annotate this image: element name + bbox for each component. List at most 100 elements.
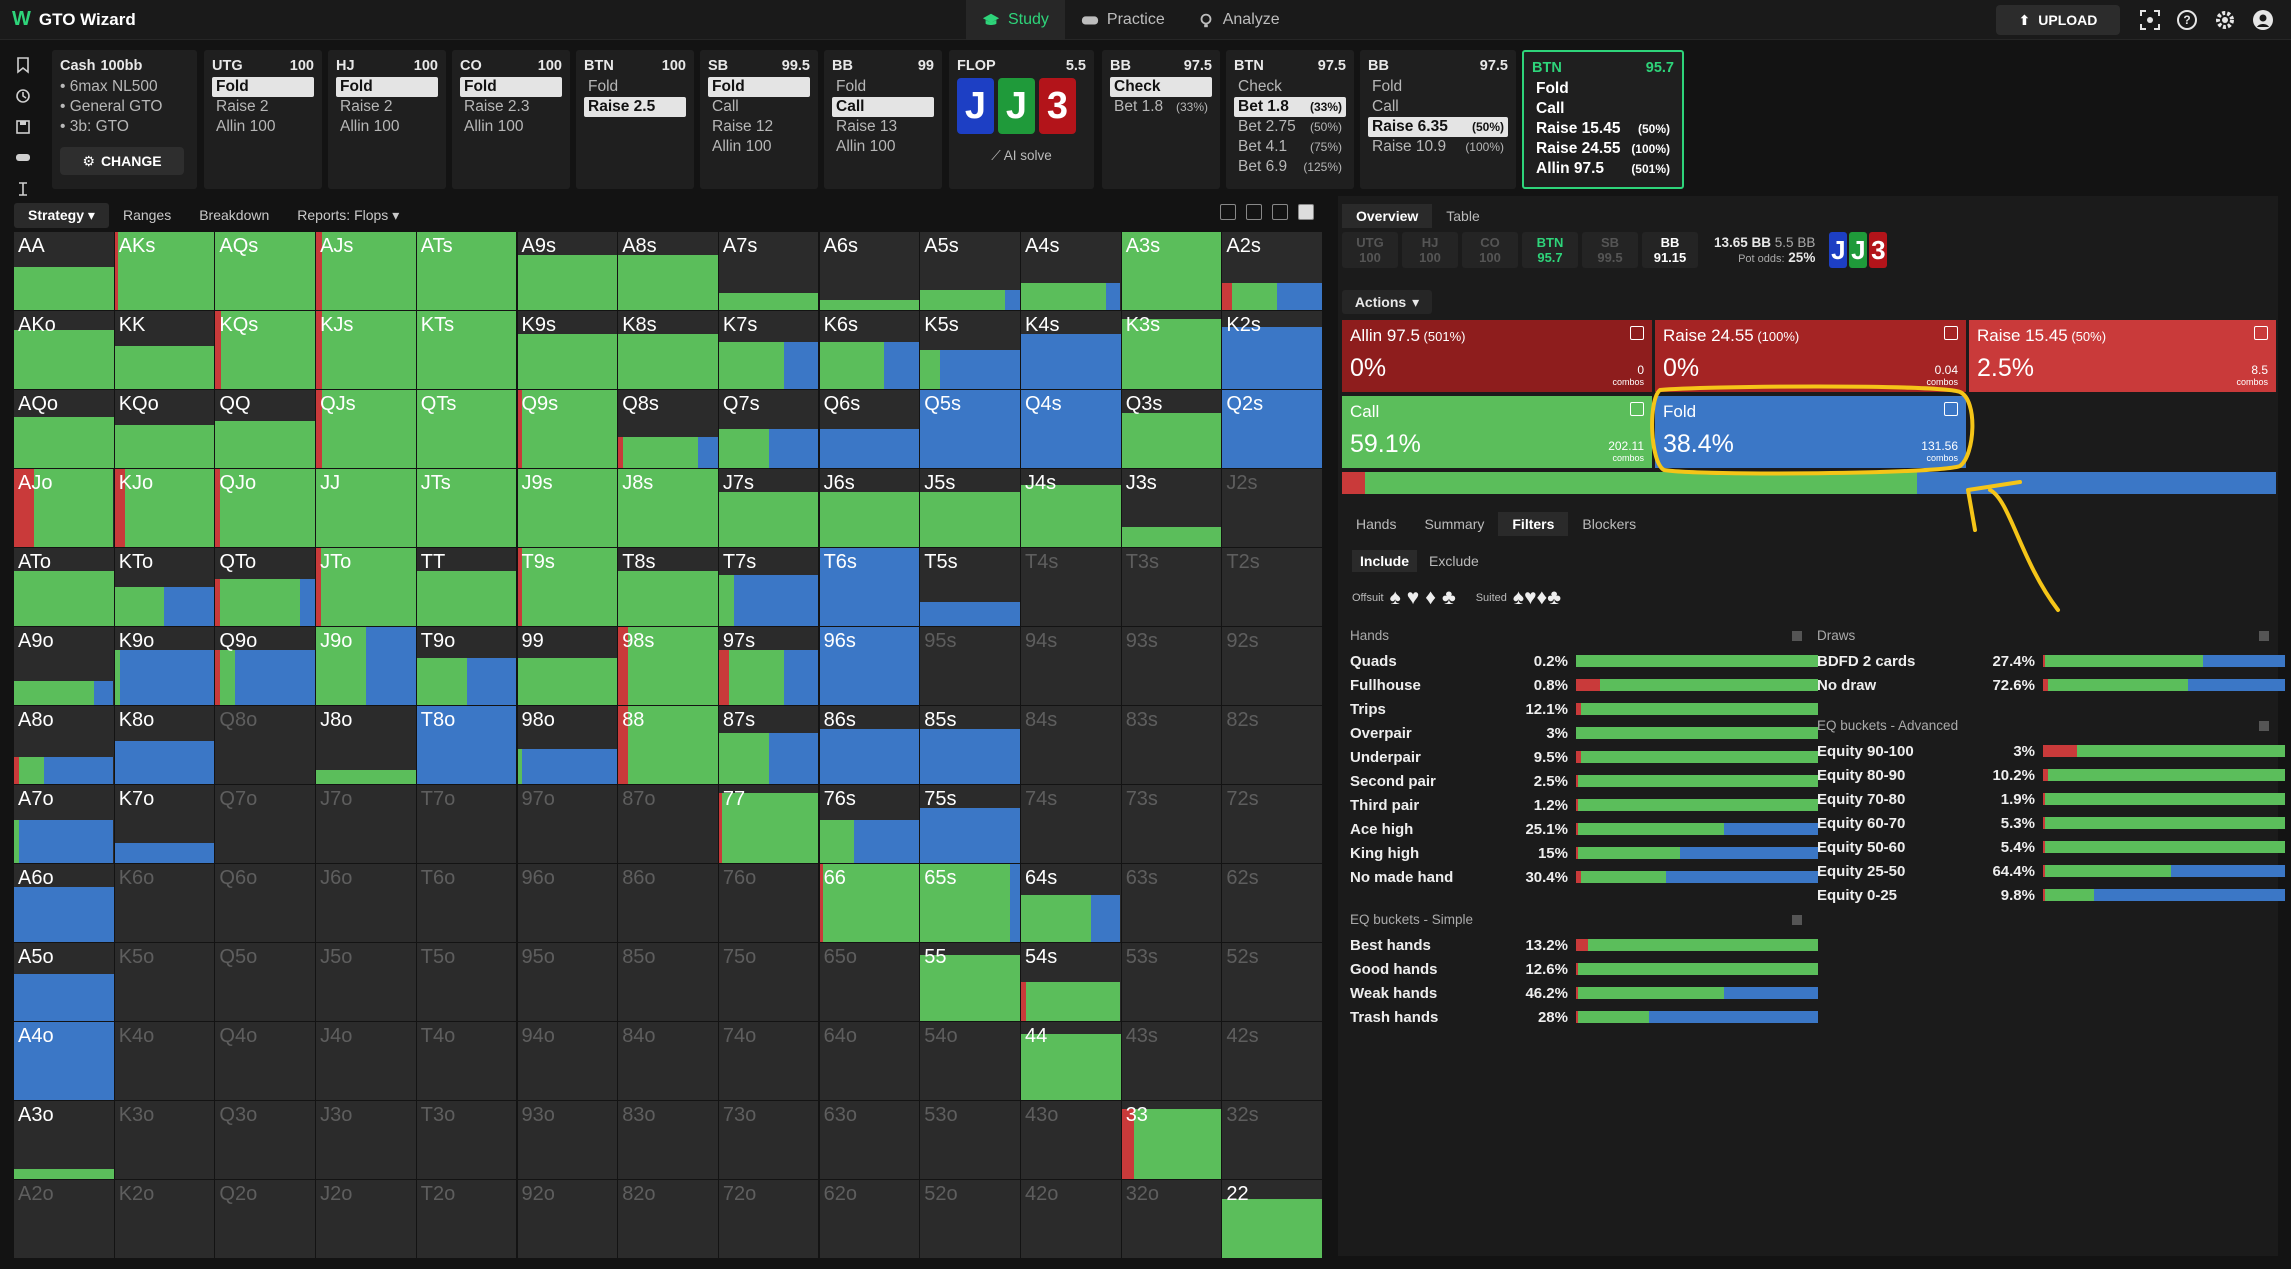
hand-cell-96o[interactable]: 96o xyxy=(517,864,617,942)
hand-cell-Q6s[interactable]: Q6s xyxy=(819,390,920,468)
hand-cell-K8s[interactable]: K8s xyxy=(618,311,718,389)
hand-cell-A7o[interactable]: A7o xyxy=(14,785,114,863)
hand-cell-J4s[interactable]: J4s xyxy=(1021,469,1121,547)
hand-cell-J3o[interactable]: J3o xyxy=(316,1101,416,1179)
view-split-icon[interactable] xyxy=(1220,204,1236,220)
hand-cell-K6s[interactable]: K6s xyxy=(819,311,920,389)
hand-cell-72s[interactable]: 72s xyxy=(1222,785,1322,863)
hand-cell-Q4s[interactable]: Q4s xyxy=(1021,390,1121,468)
hand-cell-QJo[interactable]: QJo xyxy=(215,469,315,547)
hand-cell-T6o[interactable]: T6o xyxy=(416,864,517,942)
hand-cell-64o[interactable]: 64o xyxy=(819,1022,920,1100)
hand-cell-J7o[interactable]: J7o xyxy=(316,785,416,863)
hand-cell-KJo[interactable]: KJo xyxy=(114,469,215,547)
upload-button[interactable]: ⬆ UPLOAD xyxy=(1996,5,2120,35)
action-box-call[interactable]: Call 59.1% 202.11 combos xyxy=(1342,396,1652,468)
pos-chip-sb[interactable]: SB 99.5 xyxy=(1582,232,1638,268)
hand-cell-J4o[interactable]: J4o xyxy=(316,1022,416,1100)
hand-cell-84o[interactable]: 84o xyxy=(618,1022,718,1100)
hand-cell-82s[interactable]: 82s xyxy=(1222,706,1322,784)
action-option[interactable]: Bet 1.8 (33%) xyxy=(1110,97,1212,117)
hand-cell-95s[interactable]: 95s xyxy=(920,627,1020,705)
expand-icon[interactable] xyxy=(1630,402,1644,416)
hand-cell-A9s[interactable]: A9s xyxy=(517,232,617,310)
help-icon[interactable]: ? xyxy=(2176,9,2198,31)
hand-cell-KTo[interactable]: KTo xyxy=(114,548,215,626)
hand-cell-76o[interactable]: 76o xyxy=(718,864,819,942)
hand-cell-A5o[interactable]: A5o xyxy=(14,943,114,1021)
hand-cell-A8o[interactable]: A8o xyxy=(14,706,114,784)
hand-cell-75o[interactable]: 75o xyxy=(718,943,819,1021)
action-option[interactable]: Fold xyxy=(1368,77,1508,97)
hand-cell-66[interactable]: 66 xyxy=(819,864,920,942)
heart-icon[interactable]: ♥ xyxy=(1406,586,1420,609)
hand-cell-QTo[interactable]: QTo xyxy=(215,548,315,626)
hand-cell-42o[interactable]: 42o xyxy=(1021,1180,1121,1258)
pos-chip-utg[interactable]: UTG 100 xyxy=(1342,232,1398,268)
tab-blockers[interactable]: Blockers xyxy=(1582,516,1637,532)
action-box-fold[interactable]: Fold 38.4% 131.56 combos xyxy=(1655,396,1966,468)
hand-cell-94o[interactable]: 94o xyxy=(517,1022,617,1100)
hand-cell-T4s[interactable]: T4s xyxy=(1021,548,1121,626)
bookmark-icon[interactable] xyxy=(14,56,32,74)
view-single-icon[interactable] xyxy=(1298,204,1314,220)
position-card-hj[interactable]: HJ 100 Fold Raise 2 Allin 100 xyxy=(328,50,446,189)
hand-cell-52s[interactable]: 52s xyxy=(1222,943,1322,1021)
hand-cell-J2o[interactable]: J2o xyxy=(316,1180,416,1258)
hand-cell-J2s[interactable]: J2s xyxy=(1222,469,1322,547)
hand-cell-T5s[interactable]: T5s xyxy=(920,548,1020,626)
hand-cell-K4s[interactable]: K4s xyxy=(1021,311,1121,389)
hand-cell-84s[interactable]: 84s xyxy=(1021,706,1121,784)
hand-cell-Q8o[interactable]: Q8o xyxy=(215,706,315,784)
nav-practice[interactable]: Practice xyxy=(1065,0,1181,40)
hand-cell-AQo[interactable]: AQo xyxy=(14,390,114,468)
hands-row[interactable]: Underpair 9.5% xyxy=(1350,746,1818,768)
hand-cell-J5s[interactable]: J5s xyxy=(920,469,1020,547)
include-button[interactable]: Include xyxy=(1352,550,1418,572)
hand-cell-QJs[interactable]: QJs xyxy=(316,390,416,468)
hand-cell-65s[interactable]: 65s xyxy=(920,864,1020,942)
action-box-raise-24-55[interactable]: Raise 24.55 (100%) 0% 0.04 combos xyxy=(1655,320,1966,392)
pos-chip-co[interactable]: CO 100 xyxy=(1462,232,1518,268)
hand-cell-32s[interactable]: 32s xyxy=(1222,1101,1322,1179)
action-option[interactable]: Call xyxy=(1532,99,1674,119)
hand-cell-J5o[interactable]: J5o xyxy=(316,943,416,1021)
hand-cell-K7o[interactable]: K7o xyxy=(114,785,215,863)
action-option[interactable]: Check xyxy=(1234,77,1346,97)
hand-cell-Q7o[interactable]: Q7o xyxy=(215,785,315,863)
hand-cell-53s[interactable]: 53s xyxy=(1121,943,1222,1021)
hand-cell-86o[interactable]: 86o xyxy=(618,864,718,942)
hand-cell-33[interactable]: 33 xyxy=(1121,1101,1222,1179)
action-option[interactable]: Fold xyxy=(708,77,810,97)
hand-cell-A7s[interactable]: A7s xyxy=(718,232,819,310)
spade-icon[interactable]: ♠ xyxy=(1389,586,1401,609)
checkbox-icon[interactable] xyxy=(1792,631,1802,641)
hand-cell-T8o[interactable]: T8o xyxy=(416,706,517,784)
hand-cell-A3s[interactable]: A3s xyxy=(1121,232,1222,310)
hands-row[interactable]: Trips 12.1% xyxy=(1350,698,1818,720)
action-box-raise-15-45[interactable]: Raise 15.45 (50%) 2.5% 8.5 combos xyxy=(1969,320,2276,392)
hand-cell-Q3o[interactable]: Q3o xyxy=(215,1101,315,1179)
hand-cell-97s[interactable]: 97s xyxy=(718,627,819,705)
action-option[interactable]: Call xyxy=(832,97,934,117)
action-option[interactable]: Raise 12 xyxy=(712,118,774,135)
hand-cell-T9o[interactable]: T9o xyxy=(416,627,517,705)
hand-cell-96s[interactable]: 96s xyxy=(819,627,920,705)
hand-cell-77[interactable]: 77 xyxy=(718,785,819,863)
hand-cell-Q9s[interactable]: Q9s xyxy=(517,390,617,468)
eq-advanced-row[interactable]: Equity 80-90 10.2% xyxy=(1817,764,2285,786)
diamond-icon[interactable]: ♦ xyxy=(1425,586,1436,609)
eq-advanced-row[interactable]: Equity 50-60 5.4% xyxy=(1817,836,2285,858)
hand-cell-42s[interactable]: 42s xyxy=(1222,1022,1322,1100)
hand-cell-J3s[interactable]: J3s xyxy=(1121,469,1222,547)
hand-cell-K2s[interactable]: K2s xyxy=(1222,311,1322,389)
expand-icon[interactable] xyxy=(1944,402,1958,416)
tab-overview[interactable]: Overview xyxy=(1342,204,1433,228)
hand-cell-QTs[interactable]: QTs xyxy=(416,390,517,468)
action-option[interactable]: Raise 24.55 (100%) xyxy=(1532,139,1674,159)
hand-cell-ATs[interactable]: ATs xyxy=(416,232,517,310)
hand-cell-99[interactable]: 99 xyxy=(517,627,617,705)
action-option[interactable]: Fold xyxy=(588,78,619,95)
hand-cell-A6s[interactable]: A6s xyxy=(819,232,920,310)
hand-cell-93s[interactable]: 93s xyxy=(1121,627,1222,705)
